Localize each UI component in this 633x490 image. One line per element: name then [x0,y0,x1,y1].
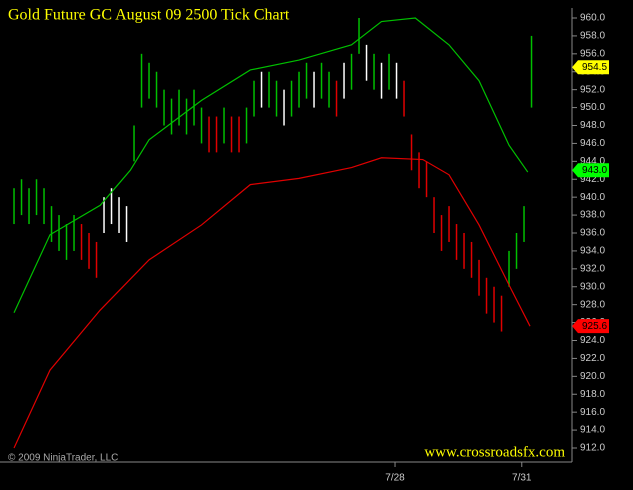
y-tick-label: 956.0 [580,48,605,59]
y-tick-label: 938.0 [580,210,605,221]
y-tick-label: 944.0 [580,156,605,167]
moving-average [13,17,529,313]
y-tick-label: 912.0 [580,443,605,454]
y-tick-label: 942.0 [580,174,605,185]
price-badge-label: 954.5 [582,62,607,73]
chart-title: Gold Future GC August 09 2500 Tick Chart [8,7,290,24]
y-tick-label: 946.0 [580,138,605,149]
y-tick-label: 948.0 [580,120,605,131]
watermark: www.crossroadsfx.com [424,444,565,460]
y-tick-label: 914.0 [580,425,605,436]
price-badge [572,163,609,178]
y-tick-label: 960.0 [580,13,605,24]
x-tick-label: 7/28 [385,473,405,484]
price-badge [572,319,609,334]
copyright: © 2009 NinjaTrader, LLC [8,453,118,464]
price-badge-label: 943.0 [582,165,607,176]
y-tick-label: 930.0 [580,281,605,292]
y-tick-label: 924.0 [580,335,605,346]
y-tick-label: 928.0 [580,299,605,310]
y-tick-label: 916.0 [580,407,605,418]
y-tick-label: 922.0 [580,353,605,364]
price-badge-label: 925.6 [582,321,607,332]
y-tick-label: 920.0 [580,371,605,382]
y-tick-label: 936.0 [580,228,605,239]
price-badge [572,60,609,75]
y-tick-label: 918.0 [580,389,605,400]
y-tick-label: 932.0 [580,263,605,274]
y-tick-label: 958.0 [580,31,605,42]
y-tick-label: 952.0 [580,84,605,95]
y-tick-label: 950.0 [580,102,605,113]
y-tick-label: 940.0 [580,192,605,203]
y-tick-label: 934.0 [580,246,605,257]
x-tick-label: 7/31 [512,473,532,484]
moving-average [13,157,531,449]
